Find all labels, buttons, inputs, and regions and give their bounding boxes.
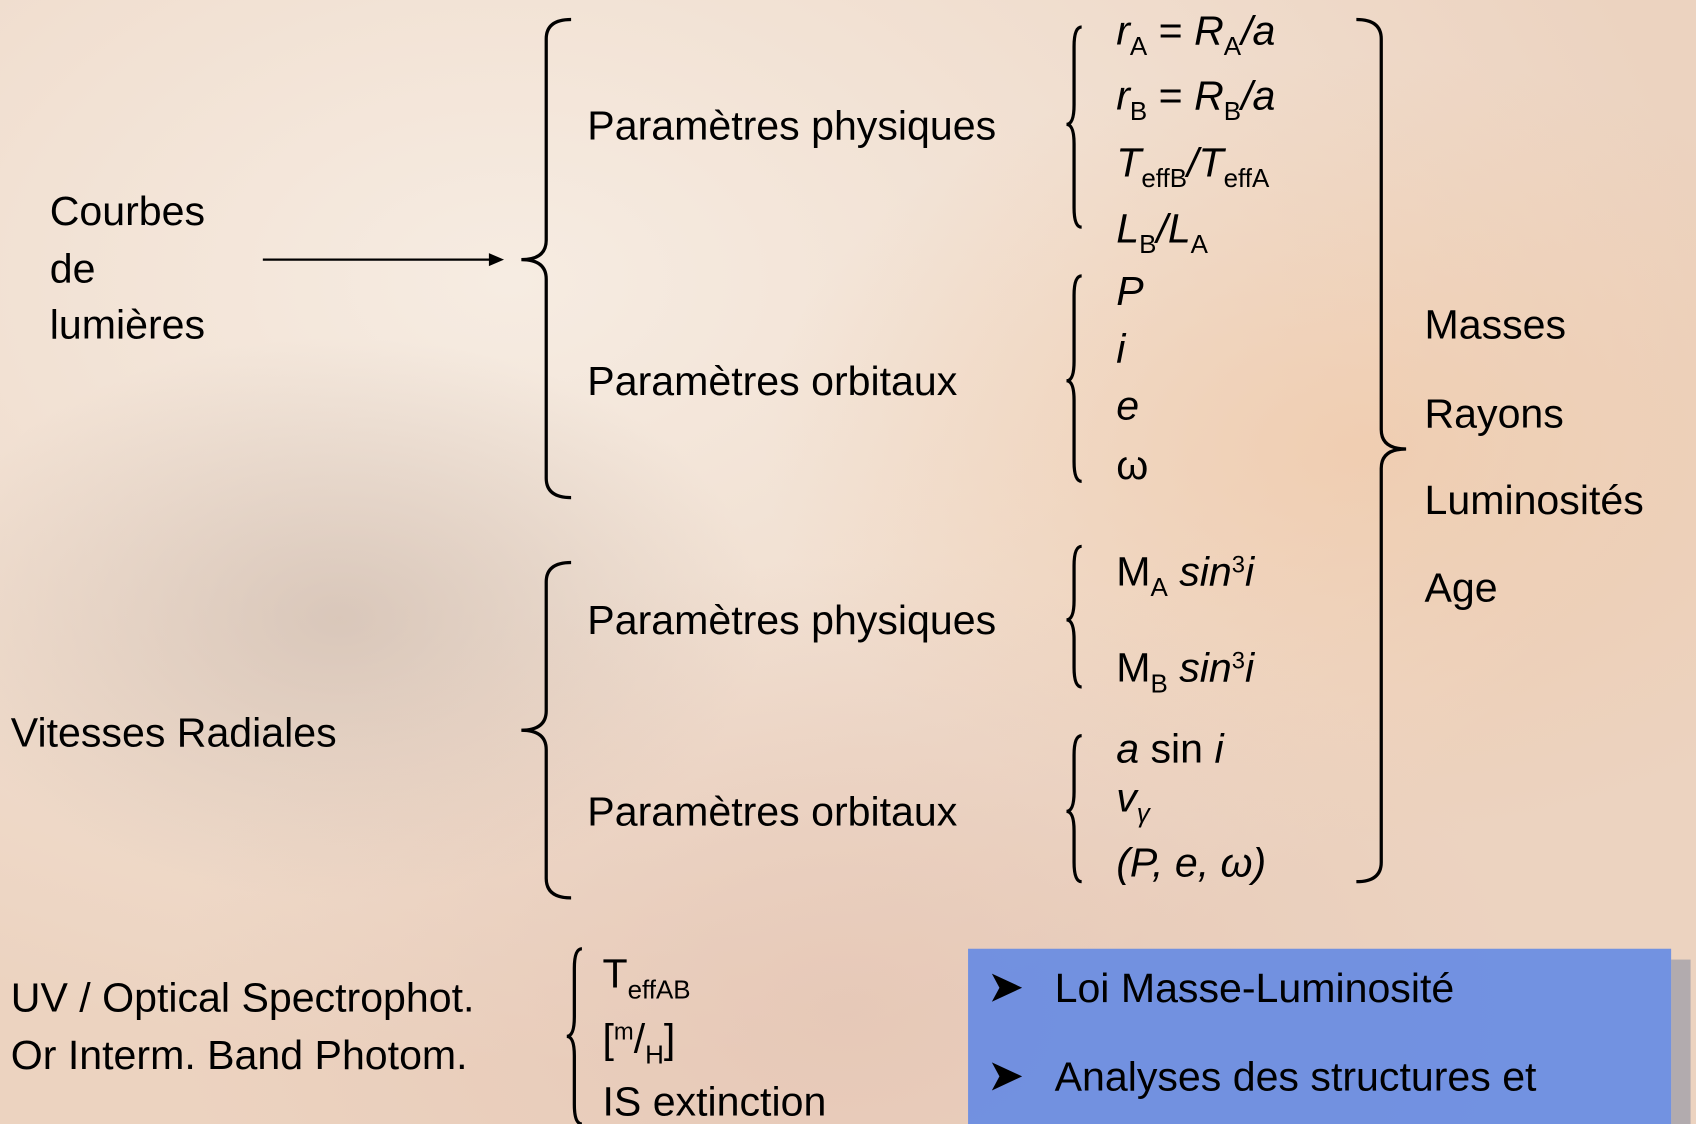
parameter: [m/H] <box>602 1016 675 1070</box>
group-label: Paramètres physiques <box>587 103 996 149</box>
parameter: rB = RB/a <box>1116 72 1275 126</box>
input-label: Vitesses Radiales <box>11 709 337 755</box>
brace <box>521 17 572 500</box>
parameter: (P, e, ω) <box>1116 839 1266 885</box>
brace <box>566 947 583 1124</box>
group-label: Paramètres physiques <box>587 597 996 643</box>
result: Masses <box>1425 302 1567 348</box>
bullet-box <box>968 948 1672 1124</box>
parameter: MB sin3i <box>1116 645 1256 699</box>
brace <box>521 560 572 900</box>
parameter: rA = RA/a <box>1116 7 1275 61</box>
parameter: TeffAB <box>602 951 690 1005</box>
group-label: Paramètres orbitaux <box>587 788 957 834</box>
box-shadow <box>1671 959 1691 1124</box>
parameter: MA sin3i <box>1116 548 1256 602</box>
bullet-text: Loi Masse-Luminosité <box>1055 965 1455 1011</box>
input-label: Or Interm. Band Photom. <box>11 1032 468 1078</box>
input-label: UV / Optical Spectrophot. <box>11 974 475 1020</box>
bullet <box>991 973 1023 1002</box>
result: Luminosités <box>1425 477 1644 523</box>
parameter: LB/LA <box>1116 205 1208 259</box>
result: Age <box>1425 564 1498 610</box>
parameter: ω <box>1116 442 1148 488</box>
arrow-head <box>488 253 505 267</box>
parameter: IS extinction <box>602 1078 826 1124</box>
result: Rayons <box>1425 390 1564 436</box>
parameter: a sin i <box>1116 726 1225 772</box>
parameter: vγ <box>1116 774 1152 828</box>
brace <box>1356 17 1407 884</box>
parameter: i <box>1116 325 1127 371</box>
bullet <box>991 1062 1023 1091</box>
input-label: lumières <box>50 302 205 348</box>
input-label: de <box>50 245 96 291</box>
bullet-text: Analyses des structures et <box>1055 1053 1537 1099</box>
group-label: Paramètres orbitaux <box>587 358 957 404</box>
input-label: Courbes <box>50 188 205 234</box>
parameter: TeffB/TeffA <box>1116 139 1270 193</box>
parameter: e <box>1116 383 1139 429</box>
parameter: P <box>1116 268 1144 314</box>
